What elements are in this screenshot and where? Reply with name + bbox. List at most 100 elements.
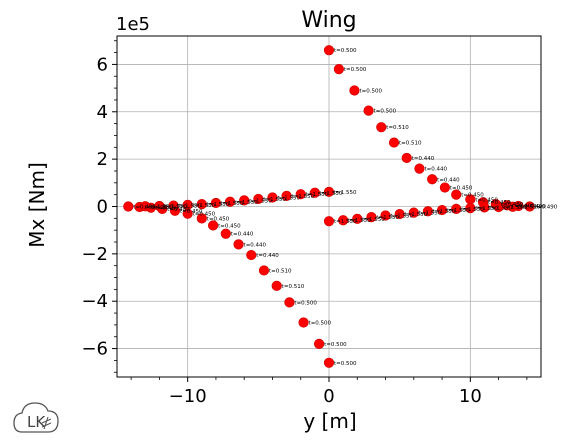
data-point [436, 204, 448, 216]
data-point [479, 202, 490, 213]
data-point-label: t=0.500 [324, 342, 347, 348]
data-point [524, 201, 535, 212]
data-point-label: t=0.450 [218, 223, 241, 229]
data-point [366, 212, 377, 223]
data-point-label: t=0.500 [359, 88, 382, 94]
data-point-label: t=0.400 [512, 203, 535, 209]
data-point-label: t=1.550 [249, 198, 272, 204]
data-point [394, 208, 405, 220]
data-point [349, 85, 360, 96]
cloud-logo-icon: LK [13, 402, 59, 433]
x-tick-label: 10 [459, 386, 482, 407]
data-point [224, 196, 236, 207]
data-point-label: t=1.550 [164, 204, 187, 210]
data-labels: t=0.500 t=0.500 t=0.500 t=0.500 t=0.510 t=0.5… [133, 48, 557, 367]
data-point [333, 64, 344, 75]
chart-title: Wing [301, 8, 356, 33]
data-point [352, 213, 363, 224]
data-point-label: t=0.440 [256, 253, 279, 259]
data-point [208, 220, 219, 231]
data-point [414, 163, 425, 174]
data-point-label: t=1.550 [362, 217, 385, 223]
data-point [239, 195, 250, 206]
y-tick-label: 6 [97, 54, 108, 75]
data-point [465, 203, 476, 214]
data-points [123, 45, 535, 368]
data-point-label: t=1.550 [207, 202, 230, 208]
data-point [168, 200, 179, 211]
data-point [281, 190, 292, 201]
y-tick-label: −2 [81, 244, 108, 265]
data-point [401, 152, 412, 164]
data-point [314, 338, 325, 349]
data-point [284, 297, 295, 308]
data-point-label: t=0.450 [207, 216, 230, 222]
data-point [323, 45, 335, 56]
data-point [493, 201, 504, 213]
data-point-label: t=0.510 [386, 125, 409, 131]
data-point-label: t=1.550 [376, 215, 399, 221]
data-point-label: t=1.550 [292, 194, 315, 200]
data-point-label: t=0.400 [156, 206, 179, 212]
data-point-label: t=1.550 [277, 196, 300, 202]
data-point-label: t=1.550 [348, 218, 371, 224]
data-point-label: t=1.550 [193, 203, 216, 209]
data-point-label: t=0.500 [294, 300, 317, 306]
data-point-label: t=1.550 [263, 197, 286, 203]
data-point-label: t=0.450 [461, 193, 484, 199]
data-point [439, 182, 450, 193]
data-point-label: t=0.490 [145, 205, 168, 211]
data-point [451, 203, 462, 214]
data-point-label: t=0.500 [334, 48, 357, 54]
data-point-label: t=0.440 [231, 232, 254, 238]
axis-ticks: −10 0 10 −6 −4 −2 0 2 4 6 [81, 40, 528, 407]
data-point-label: t=0.480 [167, 207, 190, 213]
data-point [323, 357, 335, 368]
data-point-label: t=1.550 [320, 191, 343, 197]
data-point-label: t=0.450 [475, 197, 498, 203]
data-point [196, 213, 207, 224]
data-point-label: t=1.550 [334, 190, 357, 196]
data-point [182, 199, 193, 210]
data-point-label: t=0.510 [399, 141, 422, 147]
data-point [267, 192, 278, 203]
data-point [246, 249, 257, 261]
x-tick-label: 0 [323, 386, 334, 407]
y-tick-label: 2 [97, 149, 108, 170]
data-point-label: t=0.500 [309, 321, 332, 327]
data-point-label: t=1.550 [179, 204, 202, 210]
data-point-label: t=0.450 [488, 200, 511, 206]
x-tick-label: −10 [169, 386, 207, 407]
data-point-label: t=0.490 [133, 205, 156, 211]
data-point-label: t=1.550 [504, 205, 527, 211]
logo-text: LK [27, 413, 46, 431]
y-tick-label: −6 [81, 339, 108, 360]
data-point [295, 189, 306, 200]
data-point-label: t=0.440 [412, 156, 435, 162]
data-point-label: t=1.550 [391, 213, 414, 219]
data-point [507, 201, 518, 212]
data-point-label: t=0.510 [269, 268, 292, 274]
data-point [422, 206, 434, 217]
data-point [258, 265, 270, 276]
data-point-label: t=1.550 [433, 209, 456, 215]
data-point [363, 105, 374, 116]
data-point [323, 186, 335, 197]
data-point [388, 137, 400, 148]
data-point-label: t=0.480 [501, 202, 524, 208]
data-point [451, 189, 462, 200]
data-point-label: t=0.440 [244, 242, 267, 248]
data-point-label: t=0.440 [424, 167, 447, 173]
data-point-label: t=0.450 [450, 186, 473, 192]
data-point-label: t=0.490 [523, 204, 546, 210]
data-point [154, 200, 165, 212]
data-point-label: t=1.550 [405, 212, 428, 218]
data-point-label: t=1.550 [475, 206, 498, 212]
data-point [427, 174, 438, 185]
y-multiplier: 1e5 [116, 14, 150, 35]
data-point-label: t=1.550 [461, 207, 484, 213]
data-point [298, 317, 309, 328]
data-point [380, 210, 391, 221]
data-point-label: t=0.510 [282, 284, 305, 290]
